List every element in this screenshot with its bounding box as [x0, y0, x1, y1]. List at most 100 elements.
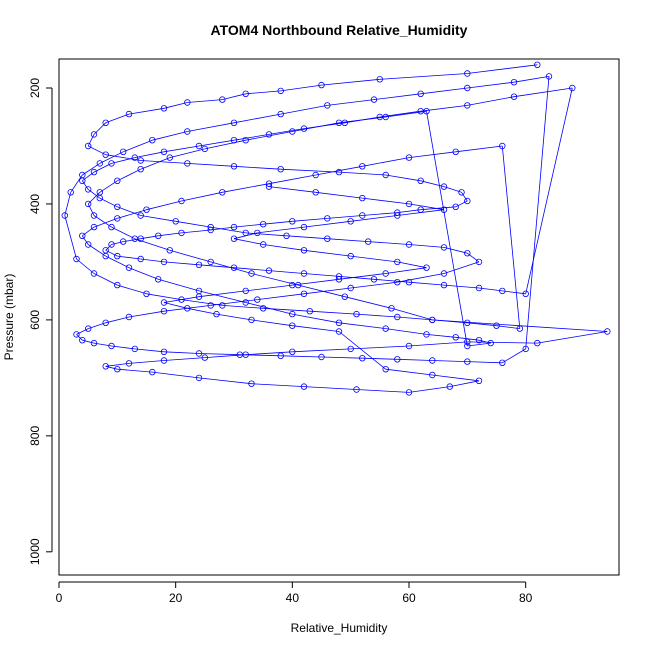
data-point: [108, 160, 115, 167]
data-point: [493, 322, 500, 329]
series-line-segment: [251, 383, 305, 387]
series-line-segment: [163, 145, 200, 153]
series-line-segment: [146, 293, 182, 300]
data-point: [201, 354, 208, 361]
y-tick-label: 1000: [28, 538, 42, 565]
series-line-segment: [87, 244, 106, 257]
data-point: [84, 142, 92, 150]
series-line-segment: [233, 113, 281, 124]
series-line-segment: [321, 356, 363, 359]
series-line-segment: [105, 113, 130, 124]
series-line-segment: [105, 363, 130, 367]
data-point: [137, 165, 144, 173]
data-point: [464, 338, 471, 346]
data-point: [300, 223, 308, 231]
data-point: [213, 310, 220, 318]
data-point: [160, 148, 168, 155]
series-line-segment: [93, 273, 118, 286]
data-point: [487, 339, 494, 347]
series-line-segment: [111, 345, 135, 350]
data-point: [347, 345, 354, 353]
series-line-segment: [204, 354, 246, 358]
data-point: [195, 142, 203, 150]
series-line-segment: [362, 212, 398, 216]
series-line-segment: [251, 273, 299, 286]
data-point: [90, 223, 98, 231]
data-point: [178, 296, 185, 303]
data-point: [499, 359, 506, 366]
series-line-segment: [117, 284, 147, 295]
data-point: [172, 218, 179, 225]
series-line-segment: [385, 267, 427, 274]
data-point: [166, 154, 173, 161]
data-point: [353, 310, 360, 318]
series-line-segment: [385, 174, 421, 182]
data-point: [96, 160, 103, 167]
data-point: [382, 325, 389, 332]
data-point: [335, 273, 343, 280]
data-point: [242, 90, 249, 97]
series-line-segment: [502, 290, 526, 295]
series-line-segment: [525, 76, 550, 349]
data-point: [388, 305, 395, 312]
data-point: [125, 313, 133, 321]
series-line-segment: [117, 206, 141, 216]
series-line-segment: [426, 334, 456, 338]
series-line-segment: [187, 122, 235, 132]
series-line-segment: [408, 203, 445, 211]
data-point: [260, 305, 267, 312]
data-point: [341, 293, 348, 300]
series-line-segment: [397, 261, 427, 269]
series-line-segment: [455, 145, 503, 153]
series-line-segment: [426, 111, 468, 347]
series-line-segment: [99, 151, 124, 164]
data-point: [324, 215, 331, 222]
series-line-segment: [140, 258, 165, 263]
series-line-segment: [140, 215, 176, 222]
series-line-segment: [82, 171, 95, 182]
series-line-segment: [303, 249, 351, 257]
series-line-segment: [350, 255, 398, 263]
series-line-segment: [338, 276, 375, 280]
data-point: [160, 308, 168, 315]
series-line-segment: [163, 351, 200, 354]
data-point: [440, 281, 448, 289]
series-line-segment: [385, 328, 427, 335]
data-point: [242, 229, 249, 237]
data-point: [440, 270, 448, 277]
series-line-segment: [82, 163, 101, 176]
y-tick-label: 600: [28, 310, 42, 330]
series-line-segment: [280, 84, 322, 92]
data-point: [423, 264, 430, 271]
series-line-segment: [368, 241, 410, 245]
series-line-segment: [169, 249, 211, 263]
series-line-segment: [140, 157, 170, 170]
data-point: [359, 355, 366, 362]
series-line-segment: [134, 151, 165, 158]
series-line-segment: [397, 209, 421, 213]
series-line-segment: [128, 107, 165, 115]
series-line-segment: [263, 220, 293, 225]
data-point: [464, 342, 471, 350]
series-line-segment: [64, 215, 77, 260]
chart-title: ATOM4 Northbound Relative_Humidity: [211, 22, 468, 38]
series-line-segment: [408, 244, 445, 248]
series-line-segment: [105, 154, 141, 161]
series-line-segment: [292, 313, 340, 324]
series-line-segment: [315, 165, 363, 176]
data-point: [242, 136, 249, 144]
data-point: [184, 160, 191, 167]
series-line-segment: [99, 197, 118, 208]
series-line-segment: [134, 238, 170, 251]
data-point: [184, 128, 191, 135]
data-point: [178, 229, 185, 237]
series-line-segment: [257, 226, 305, 234]
data-point: [306, 308, 313, 315]
series-line-segment: [187, 163, 235, 167]
series-line-segment: [245, 284, 293, 292]
y-tick-label: 200: [28, 78, 42, 98]
data-point: [370, 96, 378, 103]
series-line-segment: [181, 299, 223, 306]
series-line-segment: [76, 334, 83, 341]
data-point: [207, 223, 214, 231]
